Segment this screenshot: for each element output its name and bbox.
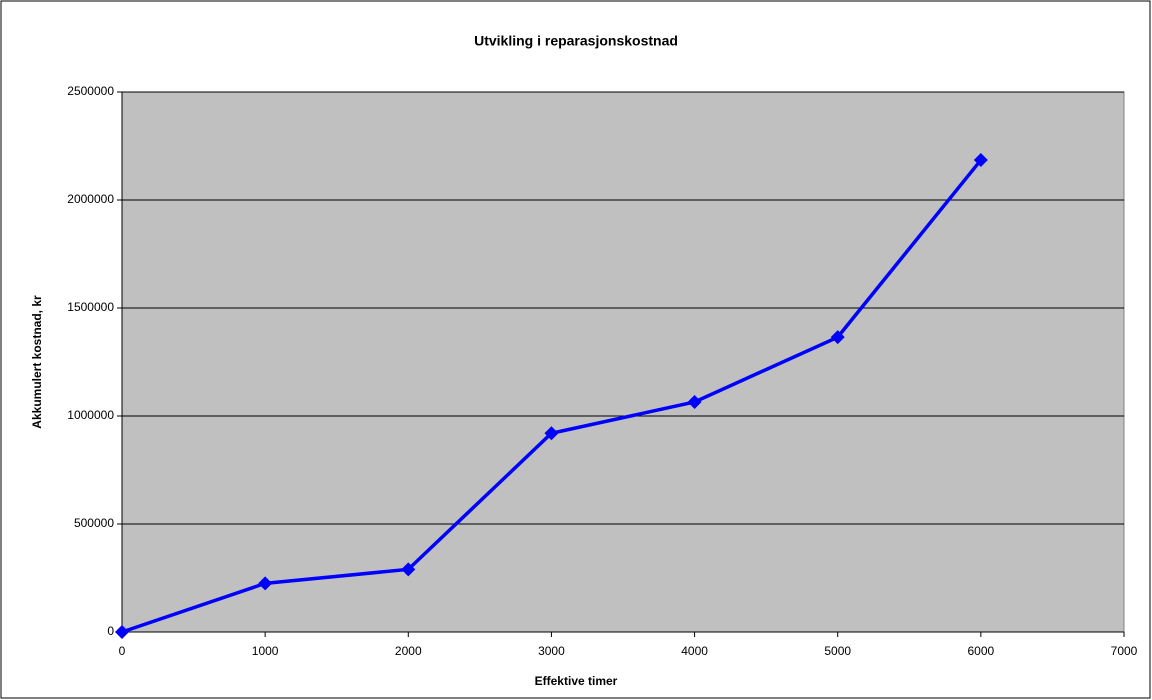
x-tick-label: 2000: [395, 644, 422, 658]
x-tick-label: 1000: [252, 644, 279, 658]
plot-area: [121, 91, 1125, 633]
y-tick-label: 500000: [74, 516, 114, 530]
x-tick-label: 4000: [681, 644, 708, 658]
y-tick-label: 1500000: [67, 300, 114, 314]
y-tick-label: 1000000: [67, 408, 114, 422]
data-marker: [973, 153, 988, 168]
x-tick-label: 0: [119, 644, 126, 658]
y-axis-label: Akkumulert kostnad, kr: [30, 295, 44, 429]
x-tick-label: 3000: [538, 644, 565, 658]
data-marker: [115, 625, 129, 639]
data-marker: [830, 330, 845, 345]
data-marker: [544, 426, 559, 441]
chart-title: Utvikling i reparasjonskostnad: [474, 33, 678, 49]
x-axis-label: Effektive timer: [535, 674, 618, 688]
data-marker: [401, 562, 416, 577]
data-marker: [258, 576, 273, 591]
x-tick-label: 5000: [824, 644, 851, 658]
data-marker: [687, 394, 702, 409]
y-tick-label: 0: [107, 624, 114, 638]
y-tick-label: 2000000: [67, 192, 114, 206]
x-tick-label: 7000: [1111, 644, 1138, 658]
y-tick-label: 2500000: [67, 84, 114, 98]
x-tick-label: 6000: [968, 644, 995, 658]
